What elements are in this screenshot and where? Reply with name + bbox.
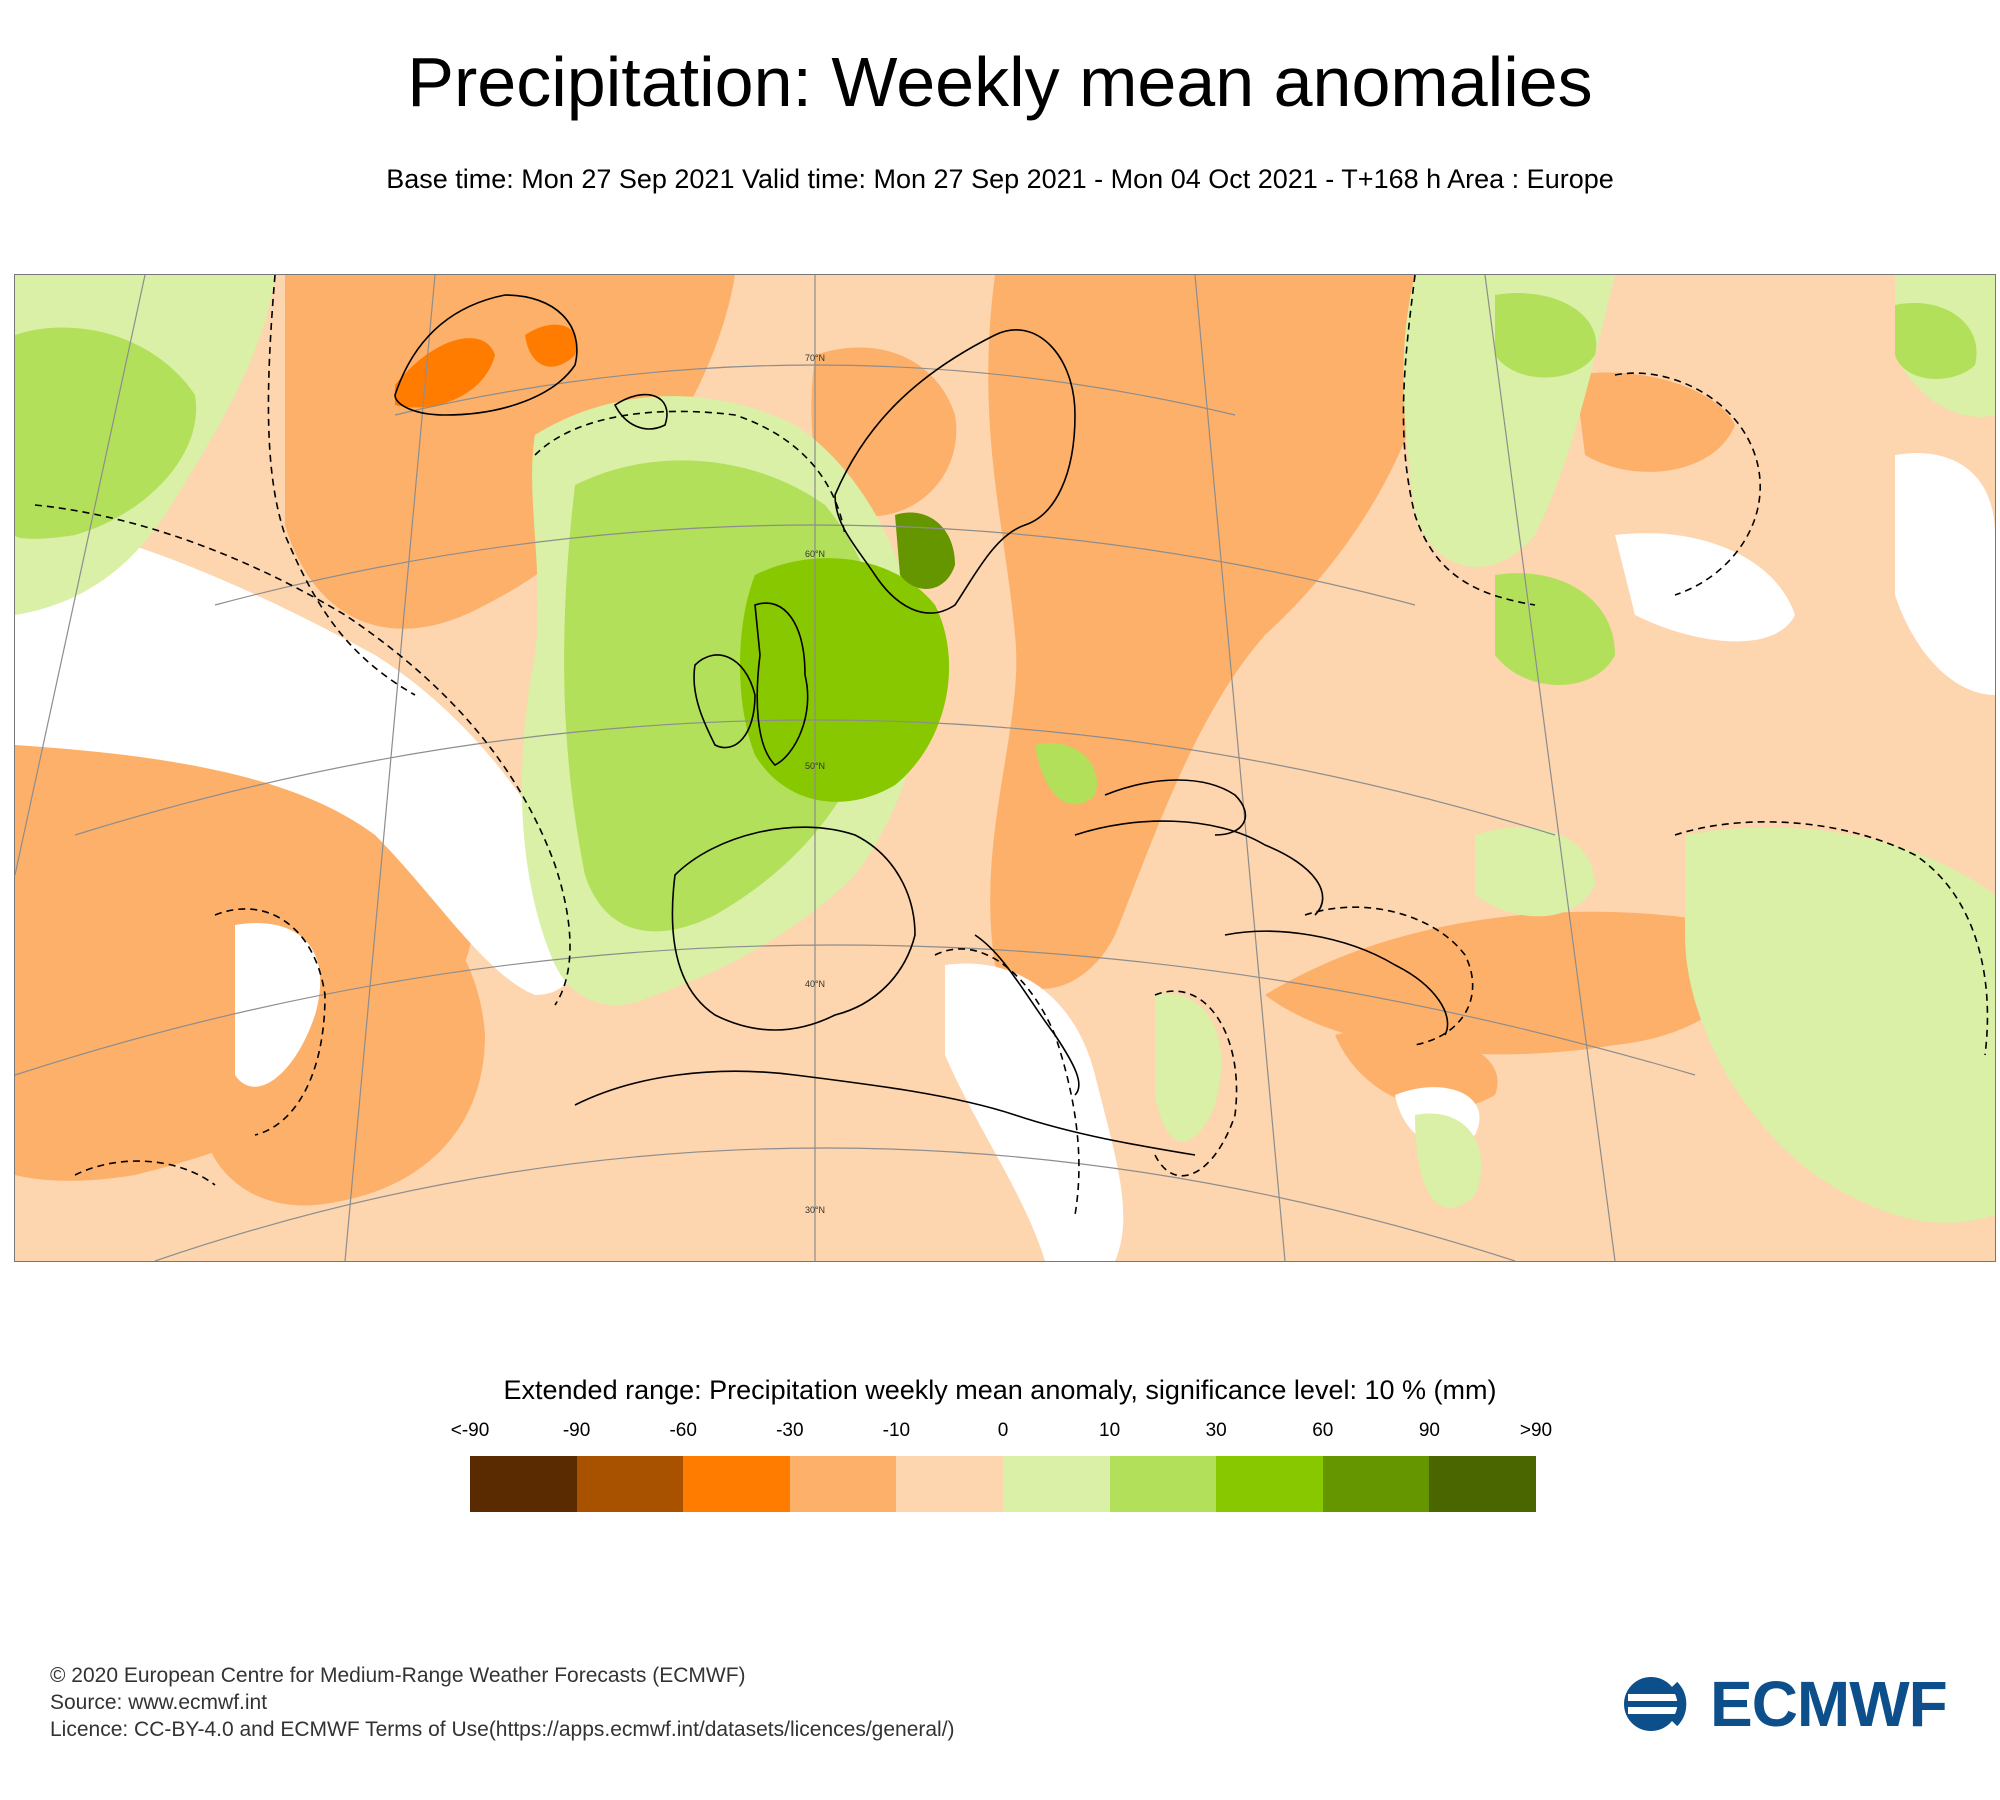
legend-tick: 0 xyxy=(997,1420,1009,1441)
ecmwf-logo-text: ECMWF xyxy=(1710,1668,1948,1740)
map-canvas: 70°N 60°N 50°N 40°N 30°N xyxy=(15,275,1995,1261)
legend-swatch-9 xyxy=(1429,1456,1536,1512)
legend-swatch-2 xyxy=(683,1456,790,1512)
legend-tick: -60 xyxy=(669,1420,697,1441)
lat-label-70: 70°N xyxy=(805,353,825,363)
legend-tick: <-90 xyxy=(450,1420,490,1441)
anomaly-zone-very-strong-green xyxy=(895,512,955,589)
lat-label-40: 40°N xyxy=(805,979,825,989)
graticule xyxy=(15,275,1696,1261)
chart-title: Precipitation: Weekly mean anomalies xyxy=(407,43,1593,121)
legend-swatch-6 xyxy=(1109,1456,1217,1512)
legend-tick: -10 xyxy=(882,1420,911,1441)
anomaly-zone-not-significant xyxy=(15,453,1995,1261)
lat-label-30: 30°N xyxy=(805,1205,825,1215)
legend-swatch-1 xyxy=(576,1456,684,1512)
ecmwf-logo: ECMWF xyxy=(1622,1668,1948,1740)
legend-swatch-5 xyxy=(1002,1456,1110,1512)
legend-ticks: <-90 -90 -60 -30 -10 0 10 30 60 90 >90 xyxy=(0,1420,2000,1444)
legend-colorbar xyxy=(470,1456,1536,1512)
latitude-labels: 70°N 60°N 50°N 40°N 30°N xyxy=(805,353,825,1215)
legend-tick: 60 xyxy=(1312,1420,1334,1441)
legend-tick: 90 xyxy=(1418,1420,1440,1441)
footer-licence: Licence: CC-BY-4.0 and ECMWF Terms of Us… xyxy=(50,1718,955,1741)
coastlines xyxy=(394,294,1449,1156)
footer-copyright: © 2020 European Centre for Medium-Range … xyxy=(50,1664,746,1687)
footer: © 2020 European Centre for Medium-Range … xyxy=(50,1662,955,1743)
legend-tick: -30 xyxy=(776,1420,804,1441)
anomaly-map: 70°N 60°N 50°N 40°N 30°N xyxy=(14,274,1996,1262)
anomaly-zone-strong-orange xyxy=(395,324,577,408)
legend-tick: >90 xyxy=(1519,1420,1553,1441)
ecmwf-logo-icon xyxy=(1624,1677,1700,1731)
footer-source: Source: www.ecmwf.int xyxy=(50,1691,268,1714)
lat-label-60: 60°N xyxy=(805,549,825,559)
chart-subtitle: Base time: Mon 27 Sep 2021 Valid time: M… xyxy=(386,164,1614,194)
legend-swatch-8 xyxy=(1322,1456,1430,1512)
legend-swatch-4 xyxy=(896,1456,1003,1512)
legend-swatch-3 xyxy=(789,1456,897,1512)
legend-tick: 10 xyxy=(1099,1420,1121,1441)
legend-tick: -90 xyxy=(562,1420,591,1441)
legend-swatch-7 xyxy=(1216,1456,1323,1512)
legend-tick: 30 xyxy=(1205,1420,1227,1441)
significance-contours xyxy=(34,275,1989,1216)
legend-swatch-0 xyxy=(470,1456,577,1512)
lat-label-50: 50°N xyxy=(805,761,825,771)
legend-title: Extended range: Precipitation weekly mea… xyxy=(503,1375,1497,1405)
